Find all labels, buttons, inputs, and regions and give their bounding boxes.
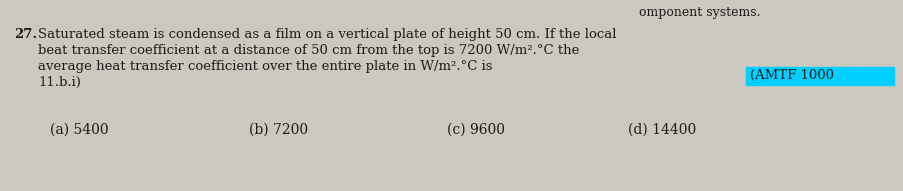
Text: average heat transfer coefficient over the entire plate in W/m².°C is: average heat transfer coefficient over t… xyxy=(38,60,492,73)
Text: (b) 7200: (b) 7200 xyxy=(248,123,307,137)
Text: 11.b.i): 11.b.i) xyxy=(38,76,80,89)
Text: (d) 14400: (d) 14400 xyxy=(628,123,695,137)
Text: (AMTF 1000: (AMTF 1000 xyxy=(749,69,833,82)
Text: (a) 5400: (a) 5400 xyxy=(50,123,108,137)
Text: Saturated steam is condensed as a film on a vertical plate of height 50 cm. If t: Saturated steam is condensed as a film o… xyxy=(38,28,616,41)
Text: beat transfer coefficient at a distance of 50 cm from the top is 7200 W/m².°C th: beat transfer coefficient at a distance … xyxy=(38,44,579,57)
Text: 27.: 27. xyxy=(14,28,37,41)
Text: (c) 9600: (c) 9600 xyxy=(447,123,505,137)
FancyBboxPatch shape xyxy=(745,67,893,85)
Text: omponent systems.: omponent systems. xyxy=(638,6,760,19)
